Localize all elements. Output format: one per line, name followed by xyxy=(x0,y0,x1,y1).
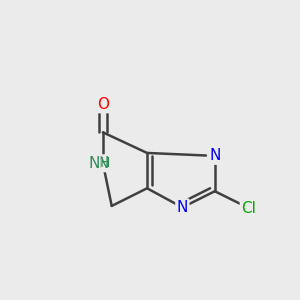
Text: H: H xyxy=(100,156,110,170)
Text: N: N xyxy=(97,156,109,171)
Text: O: O xyxy=(97,97,109,112)
Text: Cl: Cl xyxy=(241,200,256,215)
Text: N: N xyxy=(209,148,220,164)
Text: N: N xyxy=(177,200,188,215)
Text: N: N xyxy=(88,156,100,171)
